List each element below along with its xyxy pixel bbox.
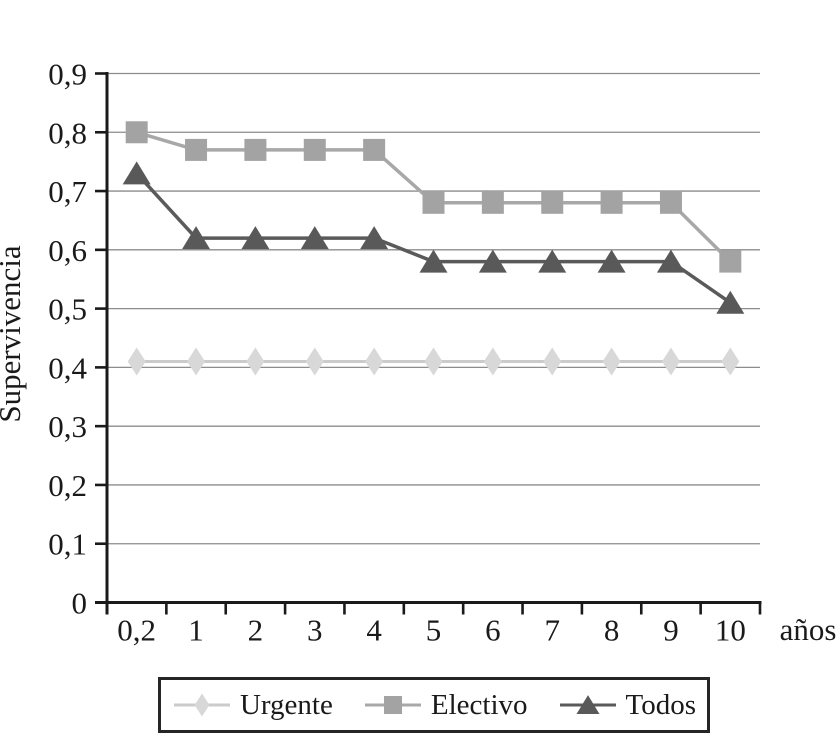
square-marker (363, 138, 386, 161)
x-tick-label: 3 (307, 613, 323, 648)
legend-label-urgente: Urgente (239, 688, 333, 721)
square-marker (600, 191, 623, 214)
triangle-marker (597, 249, 626, 273)
x-tick-label: 7 (544, 613, 560, 648)
triangle-marker (478, 249, 507, 273)
x-axis-unit-label: años (780, 612, 837, 647)
y-axis-title: Supervivencia (0, 245, 27, 423)
x-tick-label: 9 (663, 613, 679, 648)
square-marker (125, 121, 148, 144)
diamond-marker (602, 347, 621, 376)
square-marker (541, 191, 564, 214)
x-tick-label: 8 (604, 613, 620, 648)
square-marker (303, 138, 326, 161)
triangle-legend-glyph (559, 695, 616, 715)
triangle-marker (538, 249, 567, 273)
diamond-marker (246, 347, 265, 376)
square-marker (659, 191, 682, 214)
x-tick-label: 4 (366, 613, 382, 648)
y-tick-label: 0,3 (48, 409, 87, 444)
y-tick-label: 0,4 (48, 350, 87, 385)
todos-triangle-icon (558, 690, 618, 720)
x-tick-label: 2 (248, 613, 264, 648)
legend-item-urgente: Urgente (172, 689, 333, 722)
y-tick-label: 0,8 (48, 115, 87, 150)
square-marker (422, 191, 445, 214)
chart-legend: Urgente Electivo Todos (158, 677, 710, 733)
electivo-square-icon (363, 690, 423, 720)
square-marker (719, 250, 742, 273)
y-tick-label: 0 (72, 586, 88, 621)
diamond-marker (661, 347, 680, 376)
diamond-legend-glyph (173, 693, 230, 717)
urgente-diamond-icon (172, 690, 232, 720)
legend-item-todos: Todos (558, 689, 696, 722)
x-tick-label: 10 (715, 613, 746, 648)
triangle-marker (360, 226, 389, 250)
legend-label-electivo: Electivo (430, 688, 528, 721)
triangle-marker (182, 226, 211, 250)
diamond-marker (424, 347, 443, 376)
diamond-marker (721, 347, 740, 376)
diamond-marker (194, 693, 210, 717)
triangle-marker (241, 226, 270, 250)
y-tick-label: 0,5 (48, 292, 87, 327)
y-tick-label: 0,6 (48, 233, 87, 268)
square-marker (383, 695, 402, 715)
plot-area: 0 0,1 0,2 0,3 0,4 0,5 0,6 0,7 0,8 0,9 0,2 1 2 3 4 5 6 7 8 9… (48, 57, 762, 648)
triangle-marker (716, 290, 745, 314)
square-marker (185, 138, 208, 161)
diamond-marker (127, 347, 146, 376)
x-tick-label: 1 (188, 613, 204, 648)
y-tick-label: 0,2 (48, 468, 87, 503)
triangle-marker (419, 249, 448, 273)
diamond-marker (483, 347, 502, 376)
x-tick-label: 0,2 (117, 613, 156, 648)
square-marker (244, 138, 267, 161)
triangle-marker (122, 161, 151, 185)
diamond-marker (305, 347, 324, 376)
legend-item-electivo: Electivo (363, 689, 528, 722)
y-tick-label: 0,7 (48, 174, 87, 209)
y-tick-label: 0,9 (48, 57, 87, 92)
triangle-marker (300, 226, 329, 250)
x-tick-label: 6 (485, 613, 501, 648)
diamond-marker (543, 347, 562, 376)
square-marker (481, 191, 504, 214)
y-tick-label: 0,1 (48, 527, 87, 562)
square-legend-glyph (364, 695, 421, 715)
x-tick-label: 5 (426, 613, 442, 648)
legend-label-todos: Todos (625, 688, 696, 721)
diamond-marker (187, 347, 206, 376)
triangle-marker (576, 695, 599, 715)
triangle-marker (656, 249, 685, 273)
diamond-marker (365, 347, 384, 376)
